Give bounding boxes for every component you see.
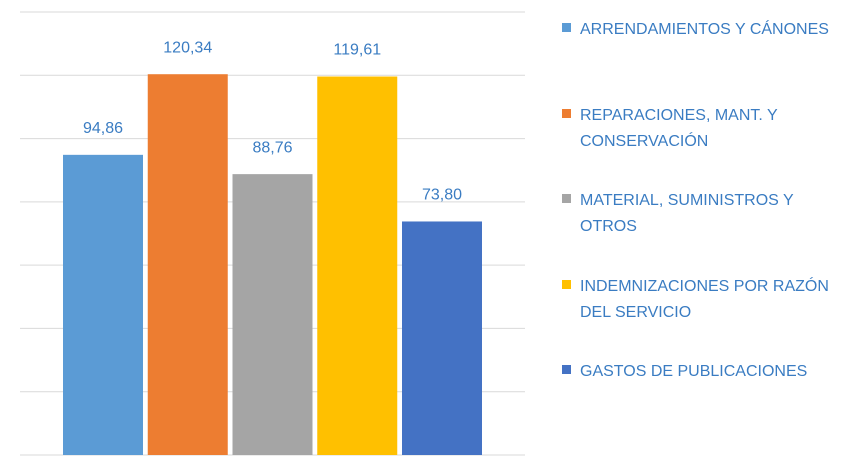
data-label: 120,34 xyxy=(163,39,212,56)
legend-label: INDEMNIZACIONES POR RAZÓN DEL SERVICIO xyxy=(580,277,829,321)
legend-label: ARRENDAMIENTOS Y CÁNONES xyxy=(580,21,829,38)
legend-label: GASTOS DE PUBLICACIONES xyxy=(580,363,808,380)
legend-swatch xyxy=(562,279,571,289)
legend-swatch xyxy=(562,194,571,203)
legend-label: REPARACIONES, MANT. Y CONSERVACIÓN xyxy=(580,106,778,150)
legend-label: MATERIAL, SUMINISTROS Y OTROS xyxy=(580,192,794,235)
data-label: 88,76 xyxy=(252,139,292,156)
bar xyxy=(402,221,482,455)
bar xyxy=(147,74,228,456)
data-label: 73,80 xyxy=(422,187,462,204)
data-label: 119,61 xyxy=(333,42,381,59)
legend-swatch xyxy=(562,108,571,118)
bar xyxy=(317,76,398,456)
legend-swatch xyxy=(562,23,571,32)
data-label: 94,86 xyxy=(83,120,123,137)
bar xyxy=(232,174,313,455)
bar xyxy=(63,154,143,455)
legend-swatch xyxy=(562,365,571,374)
